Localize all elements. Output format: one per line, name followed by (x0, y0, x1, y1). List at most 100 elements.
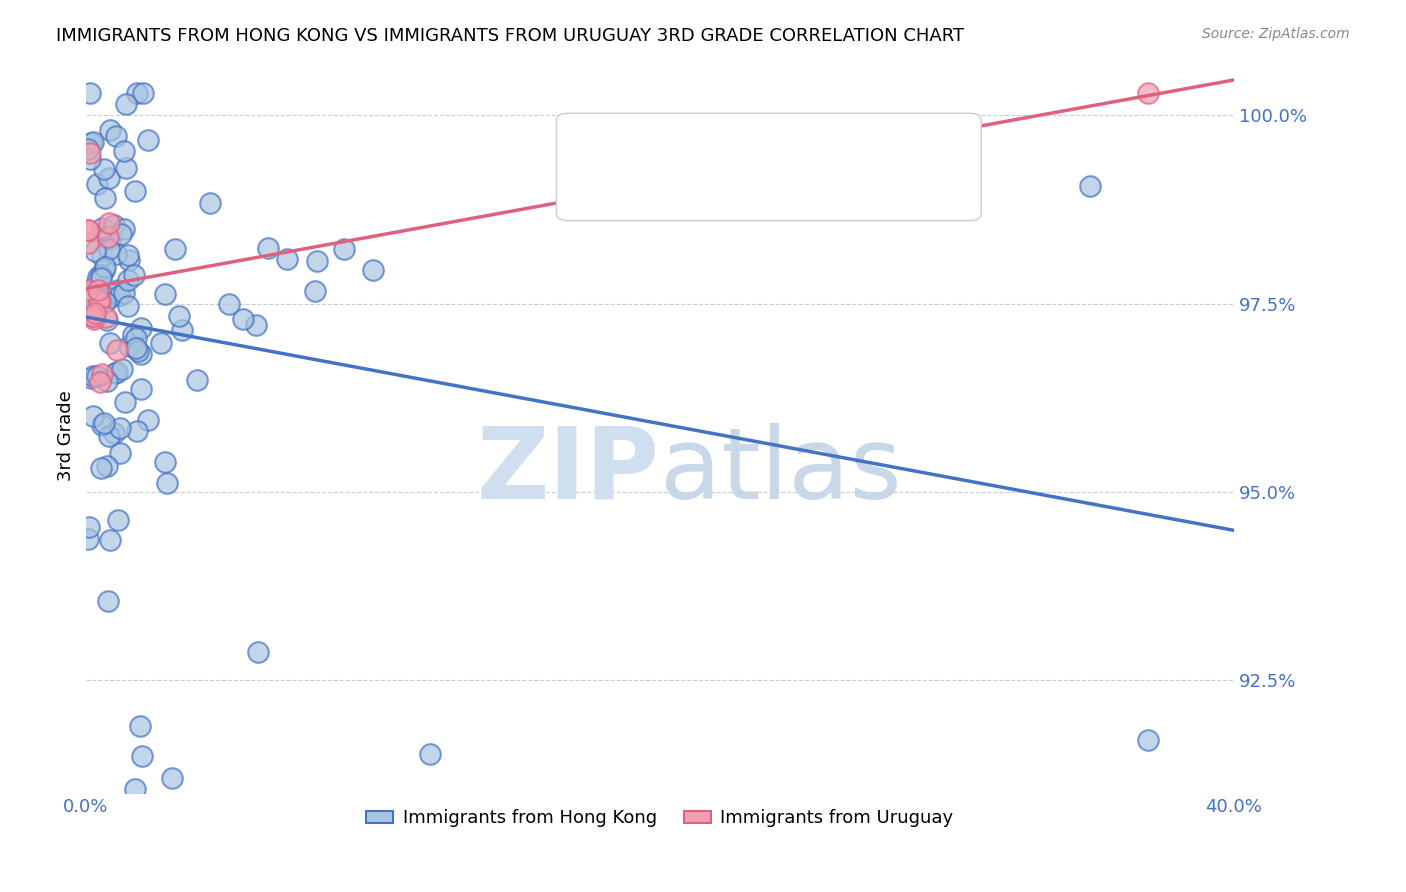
Immigrants from Hong Kong (122, 327, 145, 342)
Immigrants from Hong Kong (79, 520, 101, 534)
Immigrants from Uruguay (94, 310, 117, 325)
Immigrants from Hong Kong (257, 241, 280, 255)
Immigrants from Hong Kong (117, 339, 139, 353)
Immigrants from Hong Kong (333, 242, 356, 256)
Immigrants from Hong Kong (90, 461, 112, 475)
Immigrants from Hong Kong (87, 270, 110, 285)
Immigrants from Hong Kong (103, 426, 125, 441)
Immigrants from Hong Kong (103, 218, 125, 232)
Immigrants from Hong Kong (90, 221, 112, 235)
Immigrants from Hong Kong (156, 476, 179, 491)
Immigrants from Hong Kong (83, 244, 105, 259)
Immigrants from Hong Kong (125, 341, 148, 355)
Immigrants from Hong Kong (129, 382, 152, 396)
FancyBboxPatch shape (557, 113, 981, 220)
Immigrants from Uruguay (82, 309, 104, 323)
Immigrants from Hong Kong (83, 303, 105, 318)
Immigrants from Hong Kong (79, 152, 101, 166)
Immigrants from Hong Kong (246, 645, 269, 659)
Immigrants from Hong Kong (305, 253, 328, 268)
Immigrants from Hong Kong (76, 142, 98, 156)
Immigrants from Hong Kong (93, 262, 115, 277)
Immigrants from Hong Kong (96, 224, 118, 238)
Immigrants from Hong Kong (218, 297, 240, 311)
Immigrants from Hong Kong (117, 299, 139, 313)
Immigrants from Hong Kong (91, 418, 114, 433)
Immigrants from Hong Kong (82, 409, 104, 423)
Immigrants from Hong Kong (419, 747, 441, 761)
Immigrants from Hong Kong (136, 133, 159, 147)
Text: atlas: atlas (659, 423, 901, 520)
Immigrants from Hong Kong (89, 287, 111, 301)
Immigrants from Hong Kong (112, 145, 135, 159)
Immigrants from Hong Kong (100, 232, 122, 246)
Immigrants from Hong Kong (124, 781, 146, 796)
Immigrants from Uruguay (83, 312, 105, 326)
Immigrants from Hong Kong (93, 162, 115, 177)
Immigrants from Hong Kong (131, 748, 153, 763)
Immigrants from Hong Kong (117, 273, 139, 287)
Immigrants from Hong Kong (149, 335, 172, 350)
Immigrants from Hong Kong (79, 87, 101, 101)
Immigrants from Hong Kong (198, 195, 221, 210)
Immigrants from Hong Kong (86, 177, 108, 191)
Immigrants from Hong Kong (90, 268, 112, 283)
Immigrants from Uruguay (1136, 86, 1159, 100)
Immigrants from Uruguay (87, 294, 110, 309)
Immigrants from Hong Kong (170, 323, 193, 337)
Immigrants from Hong Kong (115, 97, 138, 112)
Immigrants from Hong Kong (93, 294, 115, 309)
Immigrants from Hong Kong (97, 242, 120, 256)
Immigrants from Hong Kong (80, 136, 103, 150)
Immigrants from Hong Kong (105, 128, 128, 143)
Immigrants from Uruguay (89, 295, 111, 310)
Immigrants from Uruguay (76, 223, 98, 237)
Immigrants from Hong Kong (114, 395, 136, 409)
Immigrants from Hong Kong (104, 366, 127, 380)
Immigrants from Hong Kong (111, 362, 134, 376)
Immigrants from Uruguay (77, 236, 100, 251)
Immigrants from Hong Kong (82, 369, 104, 384)
Y-axis label: 3rd Grade: 3rd Grade (58, 390, 75, 481)
Immigrants from Hong Kong (114, 222, 136, 236)
Immigrants from Uruguay (77, 284, 100, 298)
Immigrants from Hong Kong (96, 374, 118, 388)
Immigrants from Hong Kong (167, 309, 190, 323)
Immigrants from Hong Kong (80, 371, 103, 385)
Immigrants from Hong Kong (83, 310, 105, 324)
Immigrants from Hong Kong (115, 161, 138, 176)
Immigrants from Uruguay (98, 216, 121, 230)
Immigrants from Hong Kong (108, 446, 131, 460)
Immigrants from Hong Kong (107, 513, 129, 527)
Text: ZIP: ZIP (477, 423, 659, 520)
Immigrants from Hong Kong (129, 321, 152, 335)
Immigrants from Uruguay (105, 343, 128, 357)
Immigrants from Hong Kong (86, 275, 108, 289)
Immigrants from Hong Kong (97, 429, 120, 443)
Immigrants from Hong Kong (91, 297, 114, 311)
Immigrants from Hong Kong (105, 365, 128, 379)
Immigrants from Hong Kong (125, 424, 148, 438)
Immigrants from Hong Kong (361, 263, 384, 277)
Immigrants from Hong Kong (82, 135, 104, 149)
Immigrants from Hong Kong (153, 455, 176, 469)
Immigrants from Hong Kong (129, 347, 152, 361)
Immigrants from Hong Kong (304, 284, 326, 298)
Immigrants from Hong Kong (90, 271, 112, 285)
Immigrants from Hong Kong (98, 291, 121, 305)
Immigrants from Hong Kong (129, 719, 152, 733)
Immigrants from Hong Kong (118, 253, 141, 268)
Text: Source: ZipAtlas.com: Source: ZipAtlas.com (1202, 27, 1350, 41)
Text: IMMIGRANTS FROM HONG KONG VS IMMIGRANTS FROM URUGUAY 3RD GRADE CORRELATION CHART: IMMIGRANTS FROM HONG KONG VS IMMIGRANTS … (56, 27, 965, 45)
Immigrants from Hong Kong (186, 373, 208, 387)
Immigrants from Hong Kong (245, 318, 267, 332)
Immigrants from Hong Kong (153, 286, 176, 301)
Immigrants from Hong Kong (104, 247, 127, 261)
Immigrants from Hong Kong (98, 533, 121, 548)
Immigrants from Hong Kong (162, 772, 184, 786)
Immigrants from Hong Kong (136, 413, 159, 427)
Immigrants from Hong Kong (107, 283, 129, 297)
Immigrants from Hong Kong (1136, 732, 1159, 747)
Immigrants from Uruguay (83, 306, 105, 320)
Immigrants from Hong Kong (165, 242, 187, 256)
